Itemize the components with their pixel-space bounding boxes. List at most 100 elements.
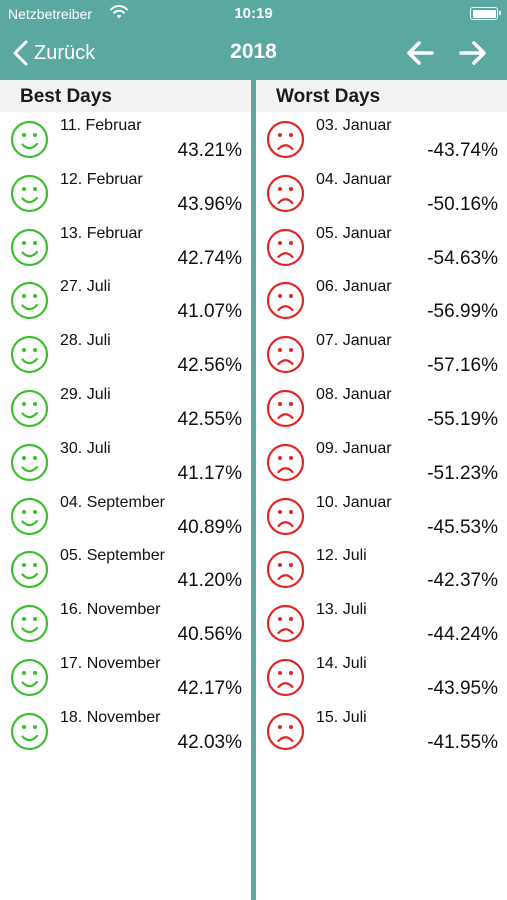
day-date: 16. November [60,601,161,619]
list-item: 08. Januar -55.19% [256,381,507,435]
smiley-happy-icon [10,497,49,535]
day-date: 12. Juli [316,547,367,565]
smiley-happy-icon [10,120,49,159]
day-change-value: -42.37% [427,570,498,592]
back-label: Zurück [34,41,96,64]
smiley-happy-icon [10,551,49,589]
day-date: 30. Juli [60,439,111,457]
list-item: 27. Juli 41.07% [0,273,251,327]
day-change-value: 41.17% [177,462,242,484]
smiley-sad-icon [266,605,305,643]
day-change-value: -50.16% [427,193,498,215]
chevron-left-icon [13,40,28,66]
column-divider [251,80,256,900]
smiley-sad-icon [266,120,305,159]
smiley-happy-icon [10,605,49,643]
list-item: 16. November 40.56% [0,596,251,650]
smiley-sad-icon [266,551,305,589]
smiley-sad-icon [266,497,305,535]
list-item: 14. Juli -43.95% [256,650,507,704]
back-button[interactable]: Zurück [12,38,95,68]
previous-year-arrow-icon[interactable] [405,38,435,68]
day-change-value: -41.55% [427,731,498,753]
day-date: 14. Juli [316,654,367,672]
day-date: 07. Januar [316,332,392,350]
list-item: 05. September 41.20% [0,542,251,596]
day-change-value: 40.56% [177,624,242,646]
day-change-value: 42.55% [177,408,242,430]
smiley-happy-icon [10,389,49,428]
day-date: 13. Juli [316,601,367,619]
day-date: 29. Juli [60,385,111,403]
day-change-value: 42.17% [177,677,242,699]
day-change-value: 42.74% [177,247,242,269]
day-date: 15. Juli [316,708,367,726]
list-item: 30. Juli 41.17% [0,435,251,489]
smiley-happy-icon [10,282,49,320]
list-item: 15. Juli -41.55% [256,704,507,758]
smiley-happy-icon [10,174,49,212]
status-time: 10:19 [234,5,273,22]
day-date: 08. Januar [316,385,392,403]
smiley-happy-icon [10,658,49,697]
best-days-column: Best Days 11. Februar 43.21% 12. Februar 43… [0,80,251,758]
list-item: 10. Januar -45.53% [256,489,507,543]
smiley-sad-icon [266,658,305,697]
list-item: 12. Februar 43.96% [0,166,251,220]
day-change-value: -45.53% [427,516,498,538]
day-date: 04. September [60,493,165,511]
worst-days-list: 03. Januar -43.74% 04. Januar -50.16% 05. Ja… [256,112,507,758]
next-year-arrow-icon[interactable] [458,38,488,68]
day-change-value: 40.89% [177,516,242,538]
best-days-title: Best Days [0,80,251,112]
list-item: 05. Januar -54.63% [256,220,507,274]
day-change-value: -43.74% [427,140,498,161]
smiley-sad-icon [266,443,305,481]
wifi-icon [110,5,128,19]
list-item: 06. Januar -56.99% [256,273,507,327]
worst-days-column: Worst Days 03. Januar -43.74% 04. Januar -5… [256,80,507,758]
smiley-happy-icon [10,443,49,481]
day-change-value: 42.03% [177,731,242,753]
day-change-value: 43.96% [177,193,242,215]
list-item: 07. Januar -57.16% [256,327,507,381]
list-item: 03. Januar -43.74% [256,112,507,166]
smiley-sad-icon [266,712,305,750]
status-bar: Netzbetreiber 10:19 [0,0,507,28]
day-change-value: -55.19% [427,408,498,430]
day-date: 10. Januar [316,493,392,511]
list-item: 18. November 42.03% [0,704,251,758]
day-date: 03. Januar [316,117,392,134]
nav-bar: Zurück 2018 [0,28,507,80]
carrier-name: Netzbetreiber [8,6,93,22]
day-date: 04. Januar [316,170,392,188]
day-change-value: -51.23% [427,462,498,484]
smiley-happy-icon [10,712,49,750]
day-date: 09. Januar [316,439,392,457]
day-date: 05. Januar [316,224,392,242]
day-change-value: -54.63% [427,247,498,269]
smiley-sad-icon [266,389,305,428]
day-change-value: -44.24% [427,624,498,646]
smiley-happy-icon [10,336,49,374]
list-item: 04. September 40.89% [0,489,251,543]
app-header: Netzbetreiber 10:19 Zurück 2018 [0,0,507,80]
list-item: 17. November 42.17% [0,650,251,704]
best-days-list: 11. Februar 43.21% 12. Februar 43.96% 13. Fe… [0,112,251,758]
day-date: 06. Januar [316,278,392,296]
list-item: 09. Januar -51.23% [256,435,507,489]
day-change-value: -43.95% [427,677,498,699]
day-change-value: 41.07% [177,301,242,323]
day-date: 12. Februar [60,170,143,188]
list-item: 13. Juli -44.24% [256,596,507,650]
smiley-sad-icon [266,174,305,212]
battery-icon [470,7,501,20]
day-change-value: 42.56% [177,355,242,377]
day-date: 27. Juli [60,278,111,296]
day-date: 05. September [60,547,165,565]
smiley-sad-icon [266,336,305,374]
list-item: 04. Januar -50.16% [256,166,507,220]
day-date: 28. Juli [60,332,111,350]
smiley-sad-icon [266,228,305,266]
list-item: 13. Februar 42.74% [0,220,251,274]
